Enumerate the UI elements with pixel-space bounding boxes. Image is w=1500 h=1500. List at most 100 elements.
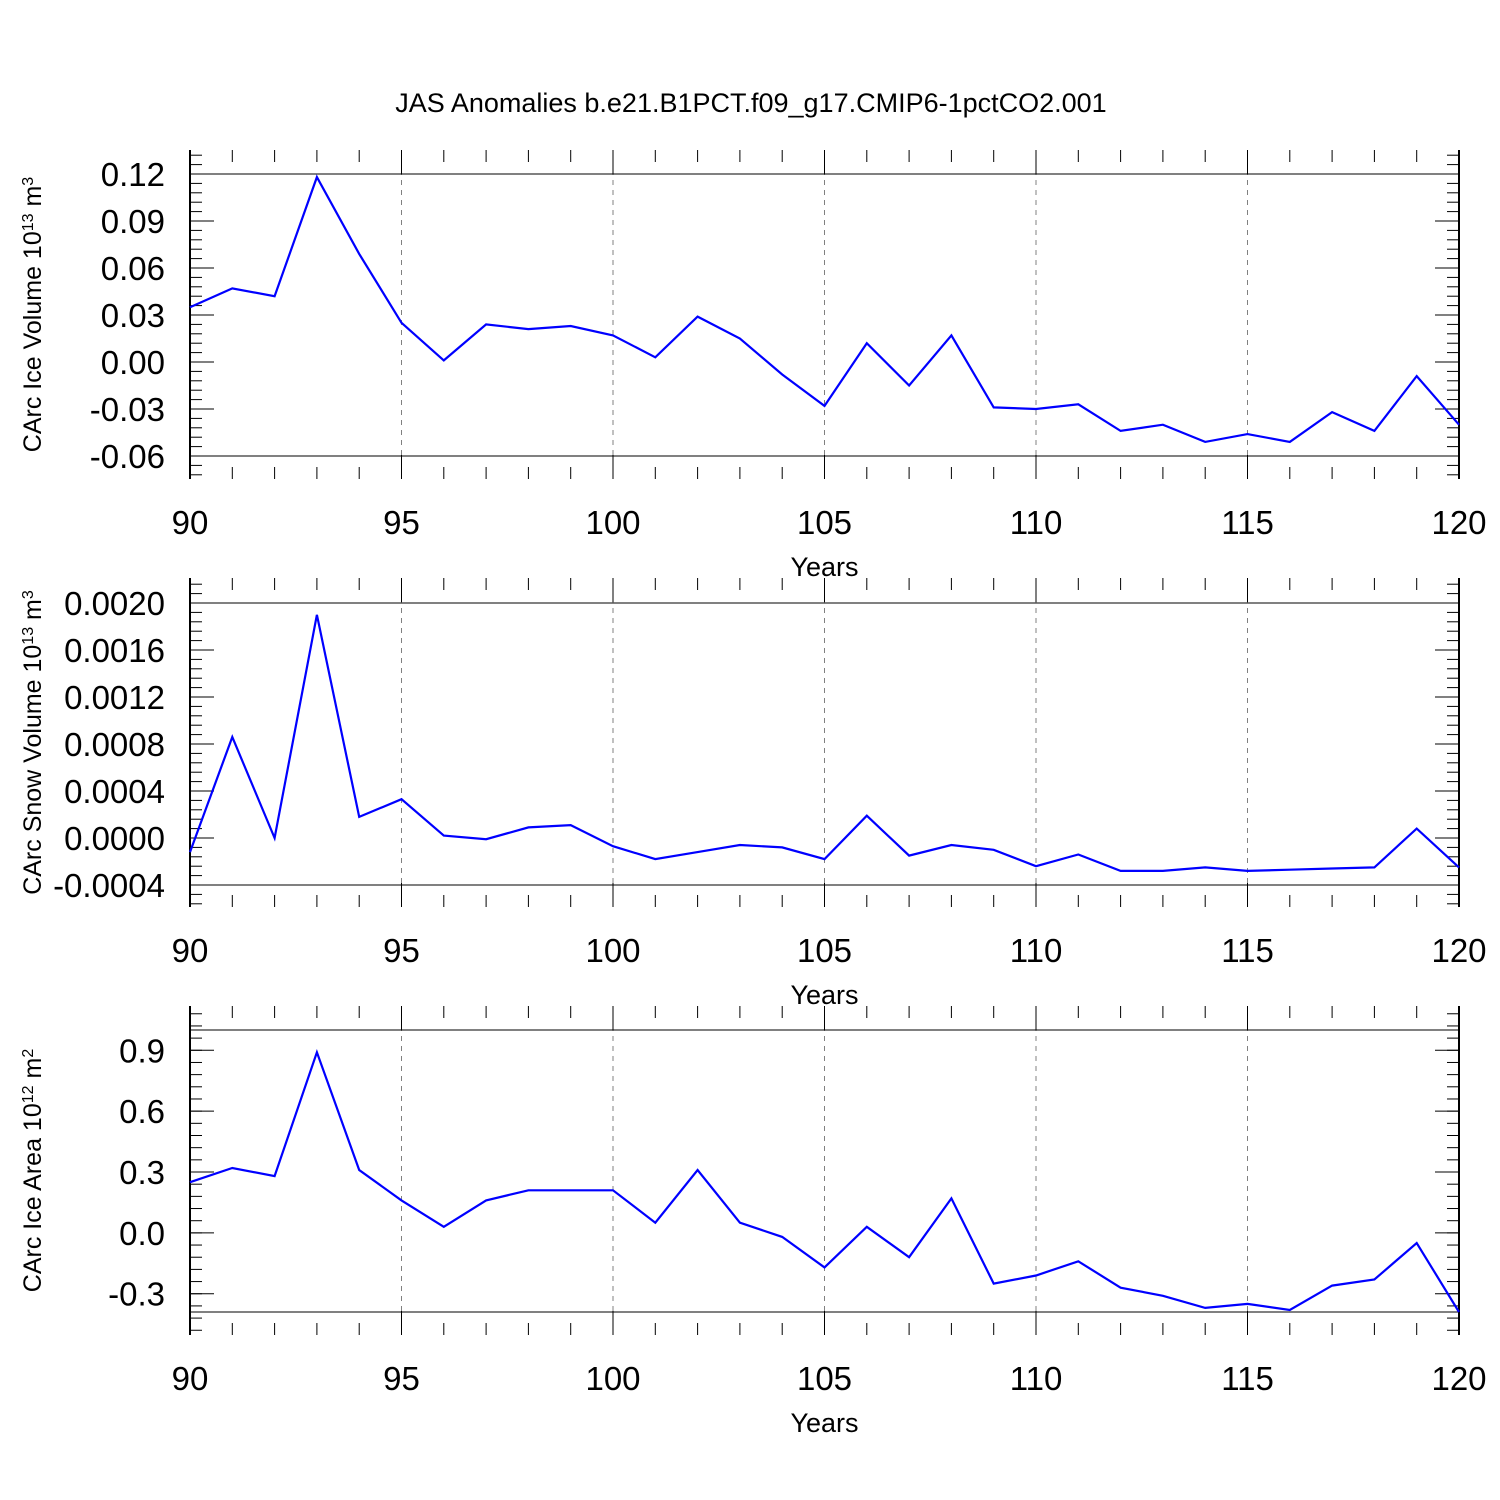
data-point — [738, 843, 742, 847]
y-axis-label-superscript: 13 — [20, 627, 37, 645]
data-point — [1034, 864, 1038, 868]
data-point — [738, 1221, 742, 1225]
x-tick-label: 90 — [172, 1360, 209, 1397]
data-point — [273, 294, 277, 298]
data-point — [653, 857, 657, 861]
data-point — [1119, 429, 1123, 433]
x-tick-label: 90 — [172, 504, 209, 541]
data-point — [1076, 1259, 1080, 1263]
data-point — [1161, 423, 1165, 427]
data-point — [1119, 869, 1123, 873]
data-point — [357, 1168, 361, 1172]
data-point — [188, 1180, 192, 1184]
x-tick-label: 110 — [1010, 1360, 1063, 1397]
data-point — [611, 844, 615, 848]
data-point — [823, 857, 827, 861]
data-point — [696, 315, 700, 319]
y-tick-label: -0.0004 — [53, 867, 165, 904]
data-point — [188, 850, 192, 854]
data-point — [230, 1166, 234, 1170]
x-axis-label: Years — [790, 980, 858, 1010]
data-point — [230, 286, 234, 290]
y-axis-label-part: CArc Ice Area 10 — [19, 1103, 47, 1292]
data-point — [1372, 865, 1376, 869]
data-point — [1415, 374, 1419, 378]
y-axis-label-part: m — [19, 186, 47, 214]
data-point — [992, 848, 996, 852]
y-axis-label-superscript: 12 — [20, 1085, 37, 1103]
y-tick-label: 0.06 — [101, 250, 165, 287]
x-tick-label: 105 — [797, 504, 852, 541]
x-tick-label: 120 — [1431, 504, 1486, 541]
data-point — [1288, 868, 1292, 872]
data-point — [611, 333, 615, 337]
data-point — [1203, 865, 1207, 869]
y-tick-label: 0.0012 — [64, 679, 165, 716]
data-point — [1415, 1241, 1419, 1245]
data-point — [992, 405, 996, 409]
y-tick-label: -0.06 — [90, 438, 165, 475]
data-point — [484, 1198, 488, 1202]
data-point — [484, 322, 488, 326]
x-tick-label: 95 — [383, 1360, 420, 1397]
data-point — [1203, 1306, 1207, 1310]
data-point — [949, 843, 953, 847]
data-point — [653, 355, 657, 359]
data-point — [273, 1174, 277, 1178]
data-point — [738, 337, 742, 341]
series-line — [188, 614, 1460, 873]
y-axis-label: CArc Snow Volume 1013 m3 — [19, 590, 47, 895]
y-axis-label-part: m — [19, 599, 47, 627]
data-point — [1457, 1310, 1461, 1314]
y-tick-label: -0.3 — [108, 1276, 165, 1313]
data-point — [1034, 1273, 1038, 1277]
x-tick-label: 110 — [1010, 932, 1063, 969]
y-tick-label: 0.12 — [101, 156, 165, 193]
y-tick-label: 0.6 — [119, 1093, 165, 1130]
data-point — [780, 845, 784, 849]
data-point — [273, 836, 277, 840]
data-point — [1076, 402, 1080, 406]
x-tick-label: 110 — [1010, 504, 1063, 541]
y-tick-label: -0.03 — [90, 391, 165, 428]
y-axis-label-superscript: 2 — [20, 1049, 37, 1058]
data-point — [315, 1050, 319, 1054]
y-axis-label: CArc Ice Area 1012 m2 — [19, 1049, 47, 1293]
x-tick-label: 105 — [797, 932, 852, 969]
data-point — [442, 1225, 446, 1229]
y-axis-label-superscript: 3 — [20, 177, 37, 186]
data-point — [1330, 867, 1334, 871]
data-point — [1161, 1294, 1165, 1298]
data-point — [823, 404, 827, 408]
data-point — [442, 834, 446, 838]
data-point — [569, 324, 573, 328]
y-tick-label: 0.0020 — [64, 585, 165, 622]
y-tick-label: 0.0004 — [64, 773, 165, 810]
x-tick-label: 120 — [1431, 932, 1486, 969]
y-axis-label-superscript: 13 — [20, 213, 37, 231]
y-tick-label: 0.0 — [119, 1215, 165, 1252]
data-point — [907, 854, 911, 858]
data-point — [1457, 423, 1461, 427]
data-point — [780, 373, 784, 377]
data-point — [949, 333, 953, 337]
y-tick-label: 0.00 — [101, 344, 165, 381]
data-point — [1288, 1308, 1292, 1312]
y-axis-label-superscript: 3 — [20, 590, 37, 599]
data-point — [1119, 1286, 1123, 1290]
x-tick-label: 100 — [585, 1360, 640, 1397]
x-tick-label: 95 — [383, 504, 420, 541]
x-tick-label: 115 — [1221, 932, 1274, 969]
chart-panel-3: 0.9 0.6 0.3 0.0 -0.3 90 95 100 105 110 115 120 Years… — [19, 1006, 1487, 1438]
y-tick-label: 0.3 — [119, 1154, 165, 1191]
y-tick-label: 0.09 — [101, 203, 165, 240]
x-axis-label: Years — [790, 1408, 858, 1438]
data-point — [315, 175, 319, 179]
data-point — [865, 341, 869, 345]
data-point — [992, 1282, 996, 1286]
x-tick-label: 95 — [383, 932, 420, 969]
data-point — [1076, 852, 1080, 856]
data-point — [1457, 865, 1461, 869]
